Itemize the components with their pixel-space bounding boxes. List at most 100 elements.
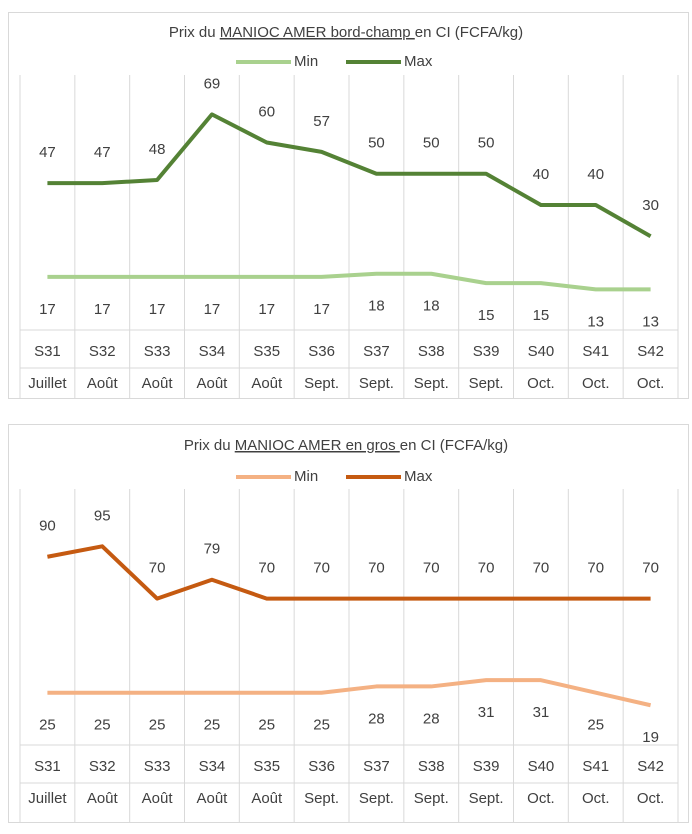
series-line — [47, 678, 652, 708]
x-tick-sublabel: Sept. — [469, 790, 504, 807]
x-tick-label: S38 — [418, 343, 445, 360]
x-tick-label: S36 — [308, 343, 335, 360]
data-label: 17 — [94, 301, 111, 318]
x-tick-sublabel: Oct. — [527, 790, 555, 807]
data-label: 13 — [642, 313, 659, 330]
x-tick-label: S33 — [144, 343, 171, 360]
x-tick-sublabel: Juillet — [28, 375, 67, 392]
x-tick-sublabel: Oct. — [527, 375, 555, 392]
x-tick-label: S33 — [144, 758, 171, 775]
x-tick-label: S31 — [34, 343, 61, 360]
data-label: 28 — [423, 710, 440, 727]
data-label: 57 — [313, 113, 330, 130]
data-label: 18 — [368, 298, 385, 315]
data-label: 25 — [587, 717, 604, 734]
data-label: 70 — [423, 560, 440, 577]
x-tick-sublabel: Sept. — [359, 790, 394, 807]
x-tick-label: S41 — [582, 343, 609, 360]
title-part: en CI (FCFA/kg) — [415, 24, 523, 41]
x-tick-label: S39 — [473, 758, 500, 775]
x-tick-label: S32 — [89, 758, 116, 775]
x-tick-sublabel: Oct. — [637, 375, 665, 392]
x-tick-label: S34 — [199, 343, 226, 360]
data-label: 79 — [204, 541, 221, 558]
x-tick-sublabel: Oct. — [582, 375, 610, 392]
series-line — [47, 112, 652, 238]
x-tick-label: S38 — [418, 758, 445, 775]
data-label: 15 — [533, 307, 550, 324]
data-label: 40 — [533, 166, 550, 183]
x-tick-sublabel: Oct. — [582, 790, 610, 807]
data-label: 70 — [258, 560, 275, 577]
x-tick-label: S36 — [308, 758, 335, 775]
chart-title: Prix du MANIOC AMER en gros en CI (FCFA/… — [184, 437, 508, 454]
data-label: 17 — [258, 301, 275, 318]
x-tick-label: S35 — [253, 343, 280, 360]
chart-frame — [8, 424, 689, 823]
x-tick-label: S40 — [528, 343, 555, 360]
data-label: 70 — [587, 560, 604, 577]
x-tick-label: S40 — [528, 758, 555, 775]
x-tick-label: S37 — [363, 343, 390, 360]
data-label: 50 — [478, 135, 495, 152]
data-label: 47 — [39, 144, 56, 161]
data-label: 50 — [423, 135, 440, 152]
x-tick-sublabel: Juillet — [28, 790, 67, 807]
data-label: 19 — [642, 729, 659, 746]
data-label: 25 — [39, 717, 56, 734]
data-label: 70 — [478, 560, 495, 577]
data-label: 25 — [149, 717, 166, 734]
data-label: 70 — [149, 560, 166, 577]
x-tick-label: S37 — [363, 758, 390, 775]
data-label: 31 — [478, 704, 495, 721]
x-tick-sublabel: Sept. — [469, 375, 504, 392]
x-tick-sublabel: Août — [87, 375, 119, 392]
x-tick-label: S32 — [89, 343, 116, 360]
title-part: Prix du — [169, 24, 220, 41]
x-tick-sublabel: Août — [196, 790, 228, 807]
data-label: 47 — [94, 144, 111, 161]
data-label: 90 — [39, 518, 56, 535]
x-tick-sublabel: Août — [251, 375, 283, 392]
x-tick-label: S35 — [253, 758, 280, 775]
data-label: 40 — [587, 166, 604, 183]
data-label: 17 — [39, 301, 56, 318]
x-tick-sublabel: Sept. — [304, 790, 339, 807]
data-label: 70 — [368, 560, 385, 577]
legend-label: Min — [294, 468, 318, 485]
x-tick-sublabel: Août — [142, 790, 174, 807]
x-tick-sublabel: Sept. — [414, 375, 449, 392]
data-label: 95 — [94, 507, 111, 524]
series-line — [47, 544, 651, 601]
data-label: 60 — [258, 103, 275, 120]
title-part: MANIOC AMER bord-champ — [220, 24, 415, 41]
x-tick-label: S41 — [582, 758, 609, 775]
title-part: en CI (FCFA/kg) — [400, 437, 508, 454]
x-tick-label: S42 — [637, 343, 664, 360]
legend-label: Max — [404, 53, 433, 70]
x-tick-label: S42 — [637, 758, 664, 775]
data-label: 25 — [258, 717, 275, 734]
data-label: 70 — [533, 560, 550, 577]
x-tick-label: S39 — [473, 343, 500, 360]
title-part: Prix du — [184, 437, 235, 454]
x-tick-sublabel: Août — [251, 790, 283, 807]
series-line — [47, 271, 651, 292]
data-label: 48 — [149, 141, 166, 158]
x-tick-sublabel: Août — [142, 375, 174, 392]
data-label: 69 — [204, 75, 221, 92]
chart-frame — [8, 12, 689, 399]
x-tick-sublabel: Sept. — [304, 375, 339, 392]
data-label: 17 — [313, 301, 330, 318]
legend-label: Max — [404, 468, 433, 485]
x-tick-sublabel: Sept. — [414, 790, 449, 807]
data-label: 17 — [149, 301, 166, 318]
data-label: 25 — [313, 717, 330, 734]
x-tick-sublabel: Août — [87, 790, 119, 807]
data-label: 31 — [533, 704, 550, 721]
data-label: 50 — [368, 135, 385, 152]
data-label: 25 — [94, 717, 111, 734]
data-label: 13 — [587, 313, 604, 330]
x-tick-sublabel: Août — [196, 375, 228, 392]
